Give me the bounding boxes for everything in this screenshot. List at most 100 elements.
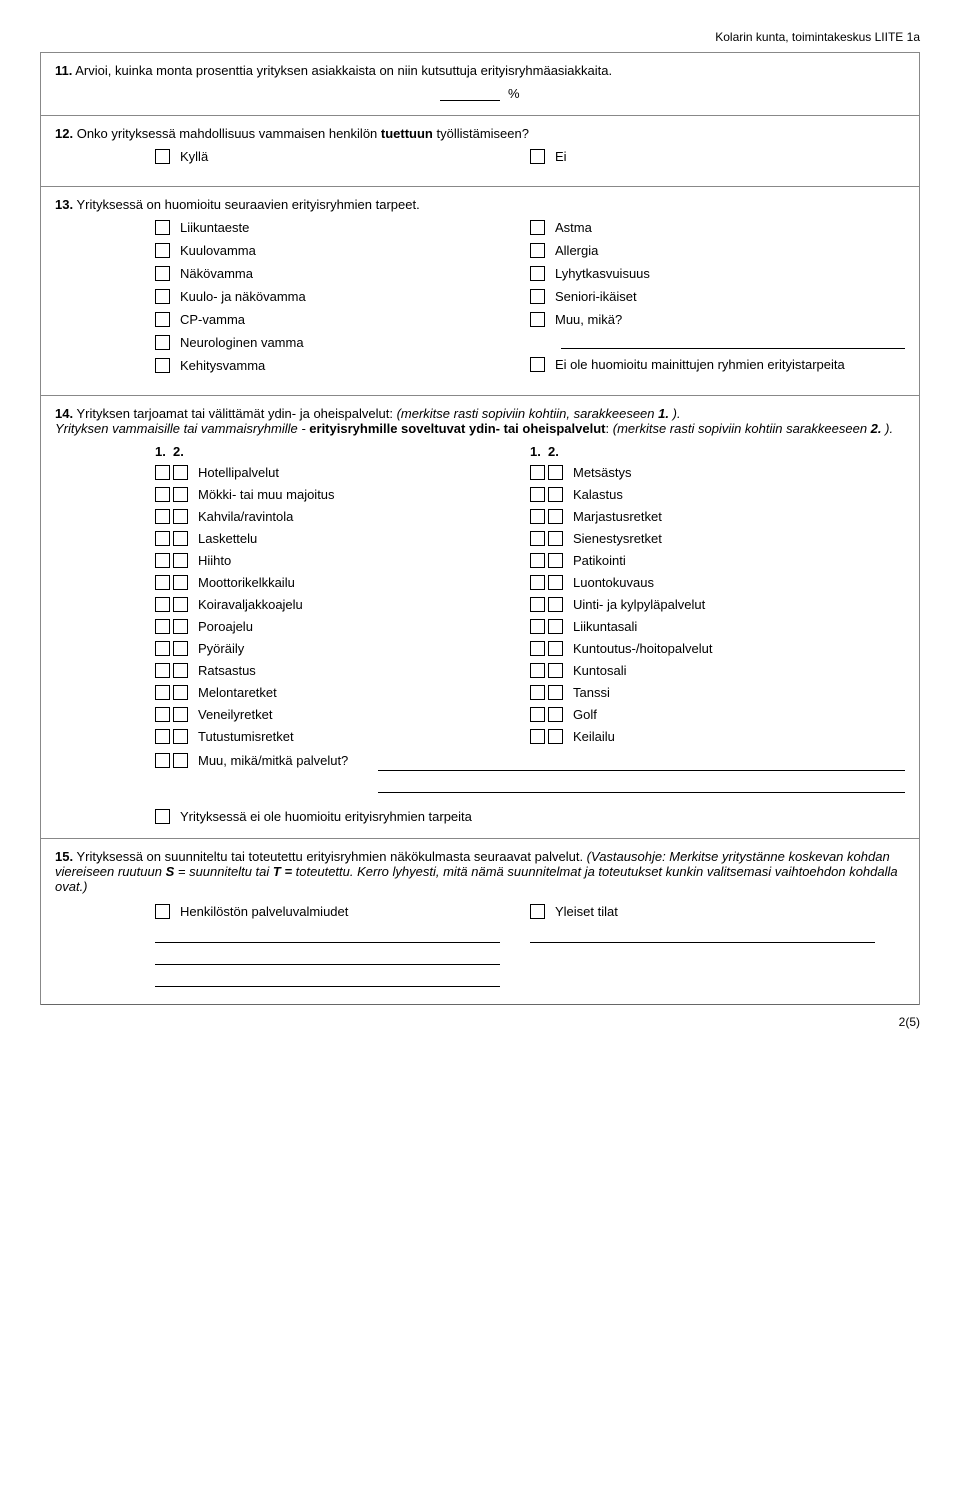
- checkbox[interactable]: [155, 312, 170, 327]
- checkbox[interactable]: [155, 149, 170, 164]
- checkbox[interactable]: [155, 243, 170, 258]
- checkbox[interactable]: [530, 531, 545, 546]
- checkbox[interactable]: [530, 220, 545, 235]
- checkbox[interactable]: [530, 663, 545, 678]
- checkbox[interactable]: [530, 597, 545, 612]
- checkbox[interactable]: [530, 465, 545, 480]
- checkbox[interactable]: [530, 619, 545, 634]
- checkbox[interactable]: [530, 641, 545, 656]
- q14-service-row: Kuntoutus-/hoitopalvelut: [530, 641, 905, 656]
- checkbox[interactable]: [155, 531, 170, 546]
- checkbox[interactable]: [548, 553, 563, 568]
- checkbox[interactable]: [173, 619, 188, 634]
- checkbox[interactable]: [155, 220, 170, 235]
- q14-service-label: Moottorikelkkailu: [198, 575, 295, 590]
- q14-service-row: Patikointi: [530, 553, 905, 568]
- q13-option-row: Kuulo- ja näkövamma: [155, 289, 530, 304]
- checkbox[interactable]: [173, 685, 188, 700]
- q15-c: tai: [228, 849, 249, 864]
- checkbox[interactable]: [155, 707, 170, 722]
- checkbox[interactable]: [173, 707, 188, 722]
- q13-option-label: Neurologinen vamma: [180, 335, 304, 350]
- q15-num: 15.: [55, 849, 73, 864]
- q14-service-label: Tanssi: [573, 685, 610, 700]
- q14-service-label: Kuntoutus-/hoitopalvelut: [573, 641, 712, 656]
- checkbox[interactable]: [155, 335, 170, 350]
- checkbox[interactable]: [155, 619, 170, 634]
- checkbox[interactable]: [530, 685, 545, 700]
- q13-num: 13.: [55, 197, 73, 212]
- checkbox[interactable]: [155, 553, 170, 568]
- checkbox[interactable]: [155, 266, 170, 281]
- checkbox[interactable]: [155, 729, 170, 744]
- q13-muu-line[interactable]: [561, 335, 905, 349]
- q14-service-label: Kahvila/ravintola: [198, 509, 293, 524]
- checkbox[interactable]: [155, 509, 170, 524]
- q14-service-label: Keilailu: [573, 729, 615, 744]
- checkbox[interactable]: [173, 553, 188, 568]
- checkbox[interactable]: [530, 707, 545, 722]
- q15-left-lines[interactable]: [155, 925, 500, 987]
- checkbox[interactable]: [548, 465, 563, 480]
- checkbox[interactable]: [155, 289, 170, 304]
- checkbox[interactable]: [173, 641, 188, 656]
- checkbox[interactable]: [548, 531, 563, 546]
- q11-input-line[interactable]: [440, 100, 500, 101]
- q13-option-row: Muu, mikä?: [530, 312, 905, 327]
- q13-option-label: Seniori-ikäiset: [555, 289, 637, 304]
- checkbox[interactable]: [155, 597, 170, 612]
- checkbox[interactable]: [548, 619, 563, 634]
- checkbox[interactable]: [548, 729, 563, 744]
- checkbox[interactable]: [548, 707, 563, 722]
- checkbox[interactable]: [155, 685, 170, 700]
- checkbox[interactable]: [530, 904, 545, 919]
- checkbox[interactable]: [530, 487, 545, 502]
- checkbox[interactable]: [155, 809, 170, 824]
- checkbox[interactable]: [530, 149, 545, 164]
- checkbox[interactable]: [530, 575, 545, 590]
- checkbox[interactable]: [548, 663, 563, 678]
- checkbox[interactable]: [530, 509, 545, 524]
- checkbox[interactable]: [173, 487, 188, 502]
- checkbox[interactable]: [548, 685, 563, 700]
- checkbox[interactable]: [155, 641, 170, 656]
- checkbox[interactable]: [155, 753, 170, 768]
- checkbox[interactable]: [530, 553, 545, 568]
- checkbox[interactable]: [530, 266, 545, 281]
- checkbox[interactable]: [173, 465, 188, 480]
- checkbox[interactable]: [530, 243, 545, 258]
- q12-num: 12.: [55, 126, 73, 141]
- checkbox[interactable]: [155, 465, 170, 480]
- checkbox[interactable]: [548, 487, 563, 502]
- q14-service-row: Sienestysretket: [530, 531, 905, 546]
- q13-option-row: Neurologinen vamma: [155, 335, 530, 350]
- checkbox[interactable]: [530, 312, 545, 327]
- checkbox[interactable]: [155, 487, 170, 502]
- checkbox[interactable]: [155, 358, 170, 373]
- checkbox[interactable]: [155, 904, 170, 919]
- checkbox[interactable]: [548, 509, 563, 524]
- checkbox[interactable]: [548, 575, 563, 590]
- q14-s1b: ydin- ja oheispalvelut: [268, 406, 389, 421]
- checkbox[interactable]: [155, 575, 170, 590]
- checkbox[interactable]: [173, 663, 188, 678]
- q13-option-label: Kuulo- ja näkövamma: [180, 289, 306, 304]
- checkbox[interactable]: [173, 753, 188, 768]
- checkbox[interactable]: [155, 663, 170, 678]
- q14-muu-lines[interactable]: [378, 753, 905, 797]
- checkbox[interactable]: [173, 531, 188, 546]
- q14-service-label: Uinti- ja kylpyläpalvelut: [573, 597, 705, 612]
- checkbox[interactable]: [548, 641, 563, 656]
- checkbox[interactable]: [548, 597, 563, 612]
- checkbox[interactable]: [173, 597, 188, 612]
- checkbox[interactable]: [530, 729, 545, 744]
- q15-text: 15. Yrityksessä on suunniteltu tai toteu…: [55, 849, 905, 894]
- checkbox[interactable]: [530, 357, 545, 372]
- q14-service-label: Marjastusretket: [573, 509, 662, 524]
- checkbox[interactable]: [173, 729, 188, 744]
- checkbox[interactable]: [173, 509, 188, 524]
- checkbox[interactable]: [530, 289, 545, 304]
- checkbox[interactable]: [173, 575, 188, 590]
- q13-option-row: Kehitysvamma: [155, 358, 530, 373]
- q15-right-lines[interactable]: [530, 925, 875, 943]
